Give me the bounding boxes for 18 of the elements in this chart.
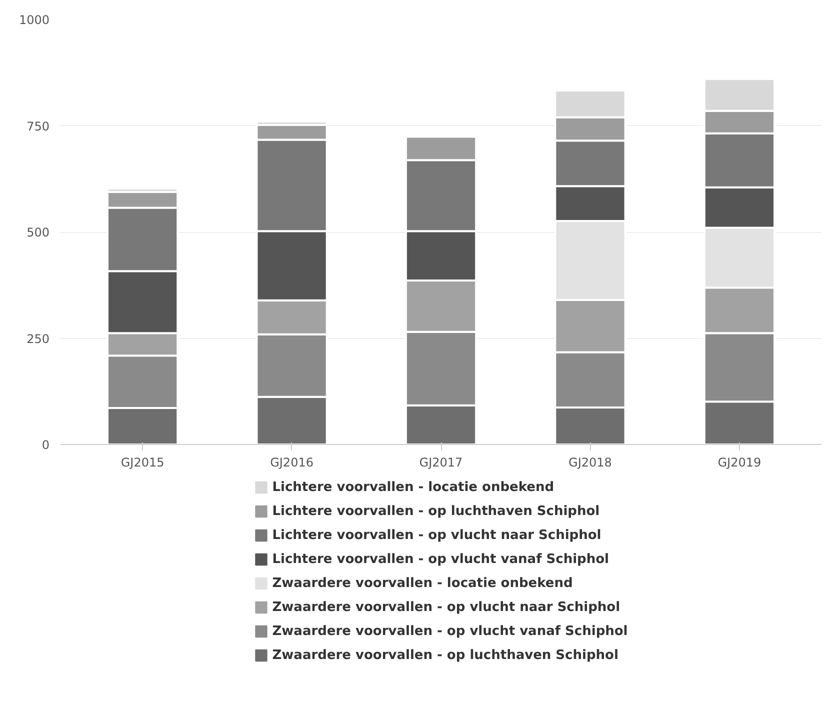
legend-label: Zwaardere voorvallen - locatie onbekend xyxy=(272,574,573,592)
legend-label: Lichtere voorvallen - op luchthaven Schiphol xyxy=(272,502,600,520)
legend-label: Lichtere voorvallen - locatie onbekend xyxy=(272,478,554,496)
y-tick-label: 1000 xyxy=(18,13,50,27)
legend-label: Lichtere voorvallen - op vlucht naar Schiphol xyxy=(272,526,602,544)
x-tick-label: GJ2017 xyxy=(419,456,463,470)
legend-label: Zwaardere voorvallen - op vlucht naar Schiphol xyxy=(272,598,620,616)
legend-label: Zwaardere voorvallen - op luchthaven Schiphol xyxy=(272,646,618,664)
x-tick-label: GJ2016 xyxy=(270,456,314,470)
x-tick-label: GJ2019 xyxy=(718,456,762,470)
legend-label: Zwaardere voorvallen - op vlucht vanaf Schiphol xyxy=(272,622,628,640)
x-tick-label: GJ2015 xyxy=(120,456,164,470)
x-tick-label: GJ2018 xyxy=(568,456,612,470)
y-tick-label: 750 xyxy=(26,119,50,134)
y-tick-label: 500 xyxy=(26,226,50,240)
y-tick-label: 0 xyxy=(42,438,50,452)
y-tick-label: 250 xyxy=(26,332,50,346)
legend-label: Lichtere voorvallen - op vlucht vanaf Schiphol xyxy=(272,550,609,568)
